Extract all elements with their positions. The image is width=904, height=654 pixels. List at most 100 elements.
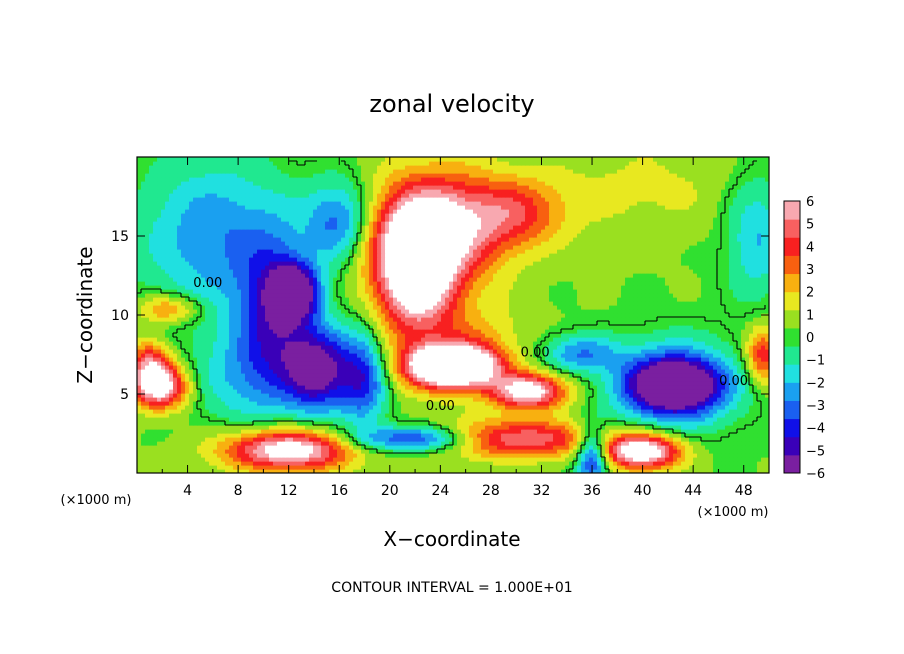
field-cell [569,441,574,446]
field-cell [257,405,262,410]
field-cell [581,445,586,450]
field-cell [489,457,494,462]
field-cell [161,401,166,406]
field-cell [581,369,586,374]
field-cell [229,389,234,394]
field-cell [417,389,422,394]
field-cell [549,425,554,430]
field-cell [557,357,562,362]
field-cell [737,413,742,418]
field-cell [653,405,658,410]
field-cell [725,393,730,398]
field-cell [361,429,366,434]
field-cell [497,413,502,418]
field-cell [221,401,226,406]
field-cell [289,361,294,366]
field-cell [177,449,182,454]
field-cell [669,405,674,410]
field-cell [297,417,302,422]
field-cell [641,461,646,466]
field-cell [341,441,346,446]
field-cell [157,445,162,450]
field-cell [681,469,686,473]
field-cell [561,449,566,454]
field-cell [445,437,450,442]
field-cell [761,369,766,374]
field-cell [661,417,666,422]
field-cell [505,405,510,410]
field-cell [705,353,710,358]
field-cell [253,389,258,394]
field-cell [149,373,154,378]
field-cell [629,409,634,414]
field-cell [229,361,234,366]
field-cell [737,353,742,358]
field-cell [665,353,670,358]
field-cell [637,465,642,470]
field-cell [401,437,406,442]
field-cell [149,465,154,470]
field-cell [517,469,522,473]
field-cell [505,429,510,434]
field-cell [709,441,714,446]
field-cell [197,417,202,422]
field-cell [185,389,190,394]
field-cell [725,401,730,406]
field-cell [353,461,358,466]
field-cell [737,465,742,470]
field-cell [413,437,418,442]
field-cell [257,377,262,382]
field-cell [409,437,414,442]
field-cell [445,469,450,473]
field-cell [285,373,290,378]
field-cell [365,393,370,398]
field-cell [433,369,438,374]
field-cell [413,433,418,438]
field-cell [353,409,358,414]
field-cell [177,381,182,386]
field-cell [737,365,742,370]
field-cell [541,449,546,454]
field-cell [237,413,242,418]
field-cell [489,353,494,358]
field-cell [641,389,646,394]
field-cell [265,389,270,394]
field-cell [617,465,622,470]
field-cell [189,453,194,458]
field-cell [305,449,310,454]
field-cell [297,357,302,362]
field-cell [721,373,726,378]
field-cell [729,425,734,430]
field-cell [237,361,242,366]
field-cell [505,417,510,422]
field-cell [189,385,194,390]
field-cell [729,413,734,418]
field-cell [517,381,522,386]
field-cell [201,457,206,462]
field-cell [433,353,438,358]
field-cell [273,345,278,350]
field-cell [581,453,586,458]
field-cell [445,397,450,402]
field-cell [693,373,698,378]
field-cell [321,349,326,354]
field-cell [161,385,166,390]
field-cell [761,469,766,473]
field-cell [621,365,626,370]
field-cell [689,357,694,362]
field-cell [621,369,626,374]
field-cell [373,433,378,438]
field-cell [705,421,710,426]
field-cell [309,413,314,418]
field-cell [553,465,558,470]
field-cell [689,377,694,382]
field-cell [181,417,186,422]
field-cell [153,373,158,378]
field-cell [605,449,610,454]
field-cell [417,417,422,422]
field-cell [217,377,222,382]
field-cell [693,401,698,406]
field-cell [317,413,322,418]
field-cell [345,421,350,426]
field-cell [353,385,358,390]
